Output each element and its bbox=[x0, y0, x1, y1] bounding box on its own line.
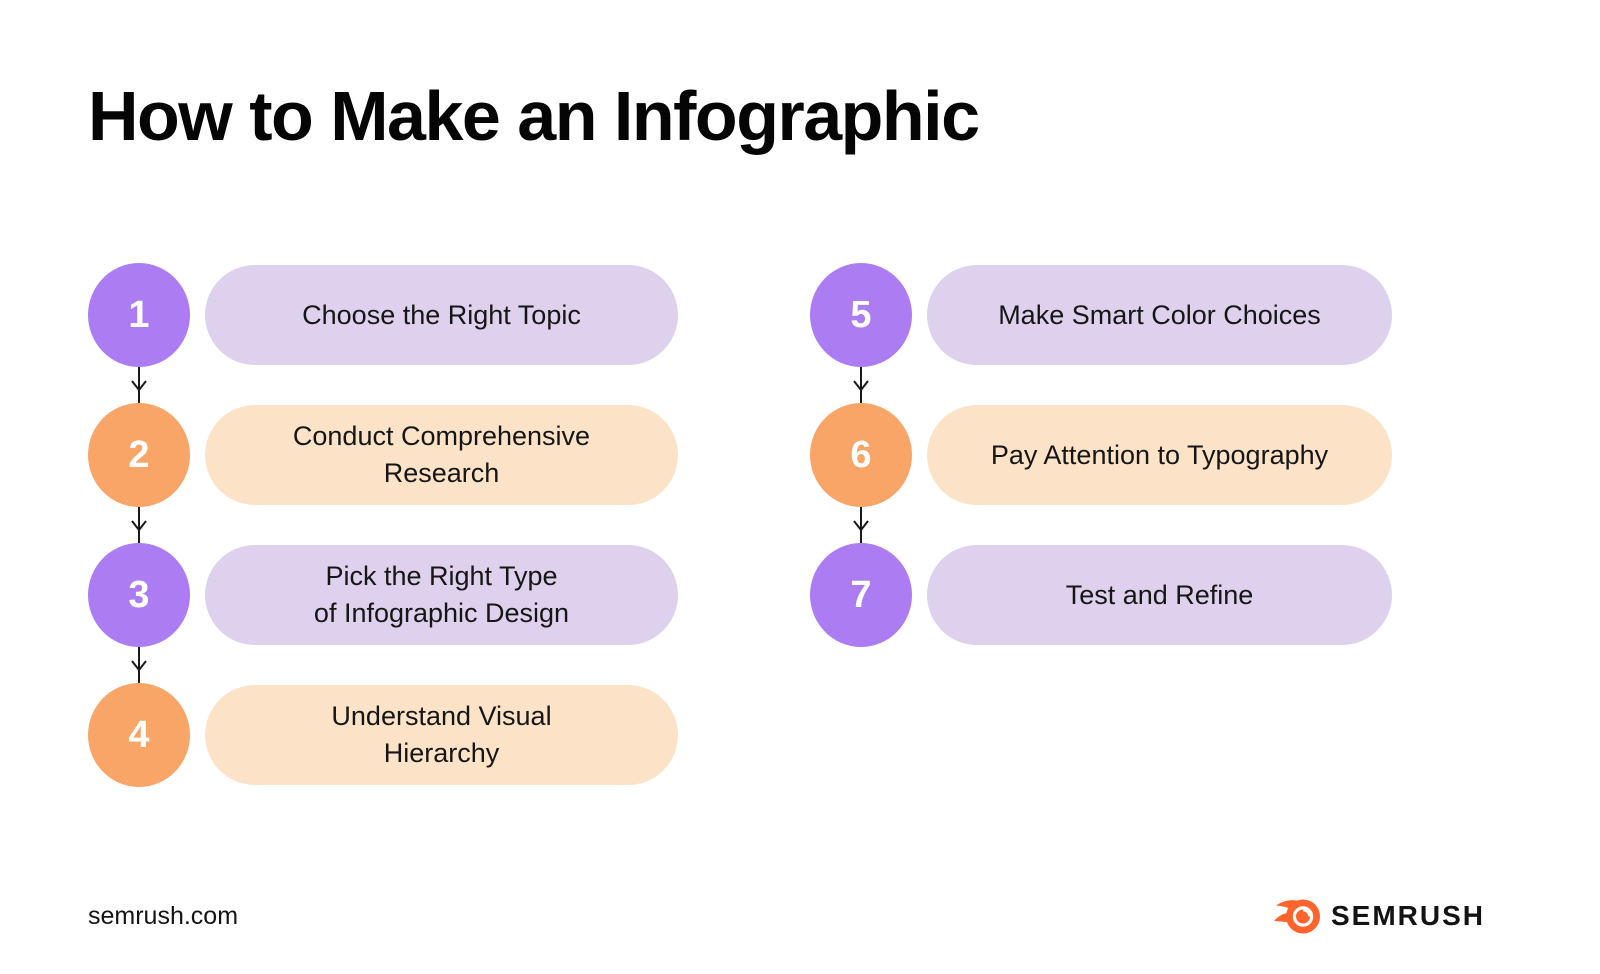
step-label-pill: Make Smart Color Choices bbox=[927, 265, 1392, 365]
semrush-wordmark: SEMRUSH bbox=[1330, 900, 1485, 931]
step-number-circle: 5 bbox=[810, 263, 912, 367]
step-row: 1 Choose the Right Topic bbox=[88, 263, 678, 403]
step-row: 5 Make Smart Color Choices bbox=[810, 263, 1392, 403]
semrush-logo: SEMRUSH bbox=[1273, 896, 1485, 937]
step-row: 4 Understand Visual Hierarchy bbox=[88, 683, 678, 787]
step-label-pill: Pick the Right Type of Infographic Design bbox=[205, 545, 678, 645]
step-row: 7 Test and Refine bbox=[810, 543, 1392, 647]
step-number: 7 bbox=[850, 573, 872, 616]
step-row: 3 Pick the Right Type of Infographic Desi… bbox=[88, 543, 678, 683]
step-label: Test and Refine bbox=[1066, 577, 1254, 614]
step-number-circle: 1 bbox=[88, 263, 190, 367]
step-number: 4 bbox=[128, 713, 150, 756]
step-label-pill: Understand Visual Hierarchy bbox=[205, 685, 678, 785]
step-label-line: Hierarchy bbox=[383, 738, 500, 768]
arrow-down-icon bbox=[131, 507, 147, 543]
footer: semrush.com SEMRUSH bbox=[88, 893, 1485, 939]
step-label: Understand Visual Hierarchy bbox=[331, 698, 551, 772]
step-label: Choose the Right Topic bbox=[302, 297, 581, 334]
steps-columns: 1 Choose the Right Topic 2 Conduct Compr… bbox=[88, 263, 1392, 787]
step-label-line: Test and Refine bbox=[1065, 579, 1254, 610]
step-label-line: Make Smart Color Choices bbox=[998, 299, 1321, 330]
step-label: Pay Attention to Typography bbox=[991, 437, 1328, 474]
step-number: 2 bbox=[128, 433, 150, 476]
website-url: semrush.com bbox=[88, 901, 239, 930]
step-label: Pick the Right Type of Infographic Design bbox=[314, 558, 569, 632]
step-number-circle: 2 bbox=[88, 403, 190, 507]
page-title: How to Make an Infographic bbox=[88, 77, 980, 155]
step-number-circle: 7 bbox=[810, 543, 912, 647]
arrow-down-icon bbox=[853, 507, 869, 543]
step-number: 6 bbox=[850, 433, 872, 476]
step-label-pill: Conduct Comprehensive Research bbox=[205, 405, 678, 505]
step-label-line: Choose the Right Topic bbox=[302, 299, 581, 330]
step-number: 1 bbox=[128, 293, 150, 336]
steps-column-left: 1 Choose the Right Topic 2 Conduct Compr… bbox=[88, 263, 678, 787]
steps-column-right: 5 Make Smart Color Choices 6 Pay Attenti… bbox=[810, 263, 1392, 785]
step-row: 2 Conduct Comprehensive Research bbox=[88, 403, 678, 543]
arrow-down-icon bbox=[131, 647, 147, 683]
arrow-down-icon bbox=[131, 367, 147, 403]
step-number-circle: 6 bbox=[810, 403, 912, 507]
step-row: 6 Pay Attention to Typography bbox=[810, 403, 1392, 543]
step-label-pill: Choose the Right Topic bbox=[205, 265, 678, 365]
step-label-pill: Test and Refine bbox=[927, 545, 1392, 645]
semrush-comet-icon bbox=[1273, 899, 1320, 933]
step-number-circle: 4 bbox=[88, 683, 190, 787]
step-label-line: Conduct Comprehensive bbox=[292, 421, 591, 451]
step-label-line: of Infographic Design bbox=[313, 598, 570, 628]
step-number: 3 bbox=[128, 573, 150, 616]
step-label: Conduct Comprehensive Research bbox=[293, 418, 590, 492]
step-label-pill: Pay Attention to Typography bbox=[927, 405, 1392, 505]
step-number: 5 bbox=[850, 293, 872, 336]
step-label-line: Research bbox=[383, 458, 500, 488]
step-label-line: Understand Visual bbox=[331, 701, 552, 731]
step-label-line: Pick the Right Type bbox=[325, 561, 558, 591]
step-label-line: Pay Attention to Typography bbox=[990, 439, 1329, 470]
step-number-circle: 3 bbox=[88, 543, 190, 647]
step-label: Make Smart Color Choices bbox=[998, 297, 1321, 334]
arrow-down-icon bbox=[853, 367, 869, 403]
